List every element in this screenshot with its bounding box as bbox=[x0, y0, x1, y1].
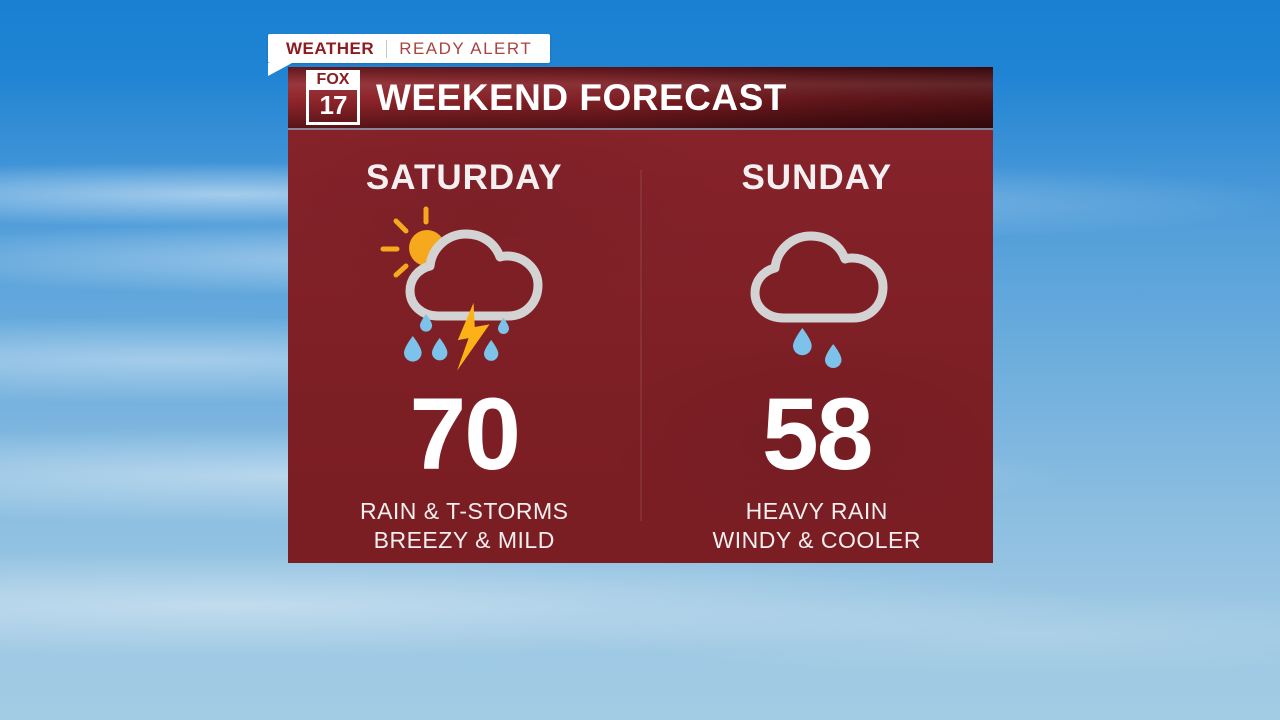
temperature-value: 58 bbox=[762, 377, 873, 491]
sun-rays-icon bbox=[380, 206, 429, 278]
cloud-icon bbox=[750, 231, 888, 323]
conditions-text: HEAVY RAIN WINDY & COOLER bbox=[713, 497, 922, 555]
lightning-bolt-icon bbox=[457, 302, 490, 371]
sunday-column: SUNDAY 58 bbox=[641, 130, 994, 563]
conditions-line-1: HEAVY RAIN bbox=[745, 498, 888, 524]
conditions-line-2: BREEZY & MILD bbox=[373, 527, 555, 553]
cloud-icon bbox=[405, 229, 543, 321]
conditions-line-1: RAIN & T-STORMS bbox=[359, 498, 569, 524]
conditions-text: RAIN & T-STORMS BREEZY & MILD bbox=[360, 497, 569, 555]
raindrops-icon bbox=[792, 328, 842, 368]
raindrops-icon bbox=[404, 314, 510, 362]
weather-label: WEATHER bbox=[286, 38, 375, 58]
conditions-line-2: WINDY & COOLER bbox=[712, 527, 921, 553]
sun-cloud-rain-lightning-svg bbox=[380, 206, 543, 371]
day-name: SATURDAY bbox=[365, 158, 563, 197]
fox17-logo: FOX 17 bbox=[306, 70, 360, 125]
temperature-value: 70 bbox=[409, 377, 521, 491]
card-header: FOX 17 WEEKEND FORECAST bbox=[288, 67, 993, 130]
tab-divider bbox=[386, 39, 388, 58]
page-title: WEEKEND FORECAST bbox=[376, 76, 787, 118]
weather-ready-alert-tab: WEATHER READY ALERT bbox=[268, 34, 551, 76]
day-name: SUNDAY bbox=[741, 158, 893, 197]
ready-alert-label: READY ALERT bbox=[399, 38, 533, 58]
channel-number-text: 17 bbox=[306, 90, 360, 125]
cloud-heavy-rain-icon bbox=[737, 202, 897, 388]
column-divider bbox=[639, 170, 642, 521]
forecast-card: FOX 17 WEEKEND FORECAST SATURDAY bbox=[288, 67, 993, 565]
card-body: SATURDAY bbox=[288, 130, 993, 563]
cloud-rain-svg bbox=[750, 231, 888, 368]
sun-cloud-rain-lightning-icon bbox=[378, 202, 550, 388]
saturday-column: SATURDAY bbox=[288, 130, 641, 563]
fox-logo-text: FOX bbox=[306, 70, 360, 90]
